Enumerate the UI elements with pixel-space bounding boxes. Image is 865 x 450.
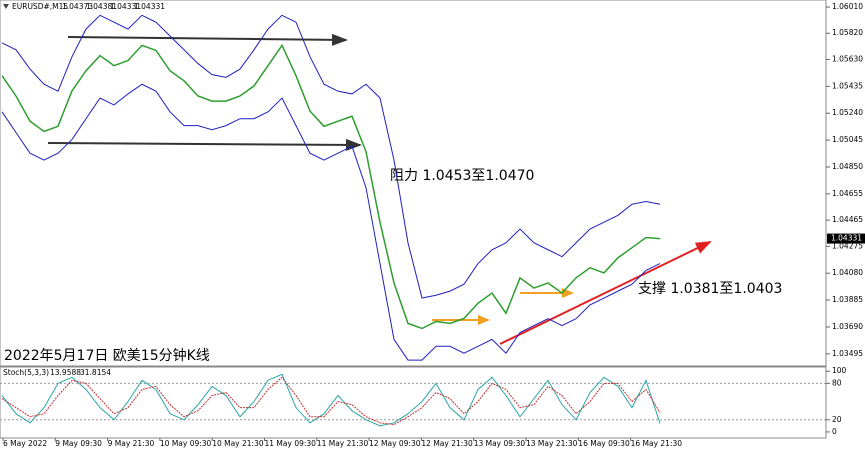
y-tick-label: 20 bbox=[832, 415, 842, 424]
resistance-line bbox=[67, 33, 348, 46]
series-line bbox=[1, 43, 661, 330]
series-line bbox=[1, 373, 661, 427]
price-label: 1.04331 bbox=[831, 234, 862, 243]
ohlc: 1.04331 bbox=[134, 2, 165, 11]
y-tick-label: 0 bbox=[832, 427, 837, 436]
annotation: 支撑 1.0381至1.0403 bbox=[638, 281, 782, 297]
y-tick-label: 1.03690 bbox=[832, 322, 863, 331]
y-tick-label: 1.05240 bbox=[832, 108, 863, 117]
x-tick-label: 11 May 21:30 bbox=[317, 439, 369, 448]
annotation: 阻力 1.0453至1.0470 bbox=[390, 168, 534, 184]
header: EURUSD#,M15 1.04373 1.04381 1.04331 1.04… bbox=[3, 2, 165, 377]
ohlc: 1.04373 bbox=[62, 2, 93, 11]
x-tick-label: 10 May 09:30 bbox=[160, 439, 212, 448]
y-tick-label: 100 bbox=[832, 366, 847, 375]
y-tick-label: 1.06010 bbox=[832, 2, 863, 11]
annotation: 2022年5月17日 欧美15分钟K线 bbox=[4, 347, 210, 364]
price-box bbox=[827, 233, 865, 244]
y-tick-label: 1.04275 bbox=[832, 241, 863, 250]
price-pane bbox=[0, 0, 827, 367]
x-tick-label: 16 May 09:30 bbox=[578, 439, 630, 448]
trend-arrow bbox=[499, 241, 712, 345]
y-tick-label: 1.04850 bbox=[832, 162, 863, 171]
series-line bbox=[1, 14, 661, 299]
series-line bbox=[1, 376, 661, 426]
y-tick-label: 1.03495 bbox=[832, 349, 863, 358]
x-tick-label: 13 May 21:30 bbox=[526, 439, 578, 448]
x-tick-label: 13 May 09:30 bbox=[474, 439, 526, 448]
x-tick-label: 11 May 09:30 bbox=[265, 439, 317, 448]
y-tick-label: 1.04465 bbox=[832, 215, 863, 224]
ohlc: 1.04331 bbox=[110, 2, 141, 11]
y-tick-label: 80 bbox=[832, 378, 842, 387]
x-tick-label: 9 May 09:30 bbox=[55, 439, 102, 448]
support-line bbox=[47, 138, 362, 151]
ohlc: 1.04381 bbox=[86, 2, 117, 11]
icon bbox=[3, 4, 9, 9]
x-tick-label: 16 May 21:30 bbox=[631, 439, 683, 448]
y-tick-label: 1.04080 bbox=[832, 268, 863, 277]
y-tick-label: 1.05820 bbox=[832, 28, 863, 37]
stoch-value: 13.9588 bbox=[50, 368, 81, 377]
symbol: EURUSD#,M15 bbox=[12, 2, 68, 11]
y-tick-label: 1.05045 bbox=[832, 135, 863, 144]
x-tick-label: 6 May 2022 bbox=[3, 439, 47, 448]
x-tick-label: 9 May 21:30 bbox=[108, 439, 155, 448]
x-tick-label: 12 May 21:30 bbox=[421, 439, 473, 448]
x-tick-label: 12 May 09:30 bbox=[369, 439, 421, 448]
stoch-value: 31.8154 bbox=[80, 368, 111, 377]
y-tick-label: 1.03885 bbox=[832, 295, 863, 304]
x-tick-label: 10 May 21:30 bbox=[212, 439, 264, 448]
y-tick-label: 1.04655 bbox=[832, 189, 863, 198]
y-tick-label: 1.05435 bbox=[832, 81, 863, 90]
series-line bbox=[1, 83, 661, 361]
stoch-title: Stoch(5,3,3) bbox=[3, 368, 49, 377]
stoch-pane bbox=[0, 366, 827, 439]
y-tick-label: 1.05630 bbox=[832, 54, 863, 63]
